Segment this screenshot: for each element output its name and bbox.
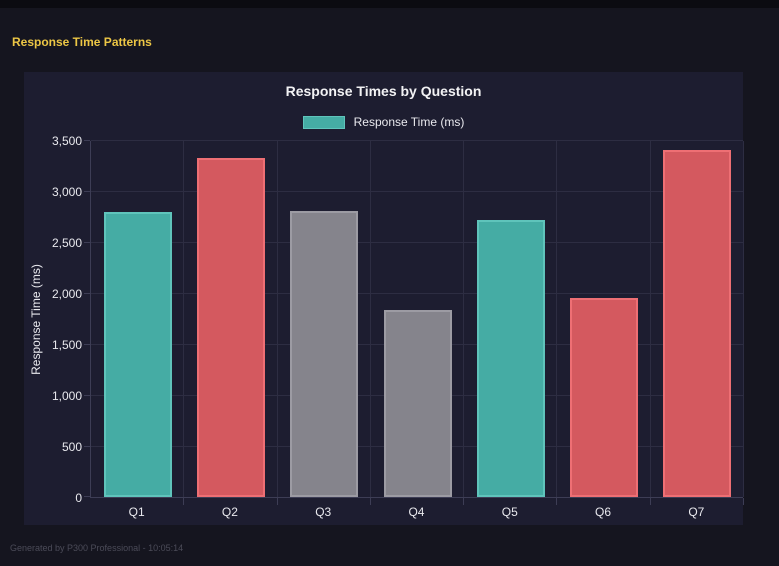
x-tick-mark xyxy=(743,498,744,505)
x-tick-label: Q2 xyxy=(221,505,238,519)
bar-q5[interactable] xyxy=(476,219,545,497)
y-tick-mark xyxy=(84,242,90,243)
x-axis-tick-labels: Q1 Q2 Q3 Q4 Q5 Q6 Q7 xyxy=(90,505,743,521)
window-title-bar xyxy=(0,0,779,8)
gridline-vertical xyxy=(650,141,651,497)
gridline-vertical xyxy=(277,141,278,497)
y-tick-label: 3,000 xyxy=(51,185,82,199)
x-tick-label: Q7 xyxy=(688,505,705,519)
x-tick-label: Q6 xyxy=(595,505,612,519)
page-title: Response Time Patterns xyxy=(12,35,152,49)
y-tick-mark xyxy=(84,293,90,294)
gridline-vertical xyxy=(463,141,464,497)
x-tick-mark xyxy=(650,498,651,505)
plot-area xyxy=(84,140,744,505)
gridline-vertical xyxy=(556,141,557,497)
chart-title: Response Times by Question xyxy=(285,83,482,99)
x-tick-mark xyxy=(370,498,371,505)
bar-q3[interactable] xyxy=(290,210,359,497)
bar-q6[interactable] xyxy=(570,297,639,497)
y-tick-label: 3,500 xyxy=(51,134,82,148)
y-tick-mark xyxy=(84,344,90,345)
footer-status-text: Generated by P300 Professional - 10:05:1… xyxy=(10,543,184,553)
gridline-horizontal xyxy=(91,191,743,192)
legend-swatch xyxy=(302,115,345,129)
chart-legend[interactable]: Response Time (ms) xyxy=(24,115,743,129)
y-tick-mark xyxy=(84,496,90,497)
x-tick-label: Q3 xyxy=(315,505,332,519)
y-tick-label: 1,500 xyxy=(51,338,82,352)
x-tick-label: Q1 xyxy=(128,505,145,519)
y-axis-tick-labels: 0 500 1,000 1,500 2,000 2,500 3,000 3,500 xyxy=(24,134,82,505)
x-tick-label: Q5 xyxy=(501,505,518,519)
y-tick-mark xyxy=(84,446,90,447)
y-tick-label: 0 xyxy=(75,491,82,505)
chart-panel: Response Times by Question Response Time… xyxy=(24,72,744,525)
y-tick-label: 1,000 xyxy=(51,389,82,403)
gridline-vertical xyxy=(183,141,184,497)
y-tick-mark xyxy=(84,191,90,192)
x-tick-mark xyxy=(463,498,464,505)
y-tick-mark xyxy=(84,140,90,141)
bar-q2[interactable] xyxy=(196,157,265,497)
legend-label: Response Time (ms) xyxy=(353,115,465,129)
y-tick-label: 500 xyxy=(61,440,82,454)
x-tick-mark xyxy=(556,498,557,505)
y-tick-label: 2,000 xyxy=(51,287,82,301)
x-tick-mark xyxy=(183,498,184,505)
y-tick-label: 2,500 xyxy=(51,236,82,250)
gridline-horizontal xyxy=(91,140,743,141)
bar-q7[interactable] xyxy=(663,149,732,497)
bar-q4[interactable] xyxy=(383,309,452,497)
gridline-vertical xyxy=(743,141,744,497)
x-tick-mark xyxy=(277,498,278,505)
gridline-horizontal xyxy=(91,242,743,243)
gridline-horizontal xyxy=(91,293,743,294)
x-tick-label: Q4 xyxy=(408,505,425,519)
y-tick-mark xyxy=(84,395,90,396)
bar-q1[interactable] xyxy=(103,212,172,497)
gridline-vertical xyxy=(370,141,371,497)
